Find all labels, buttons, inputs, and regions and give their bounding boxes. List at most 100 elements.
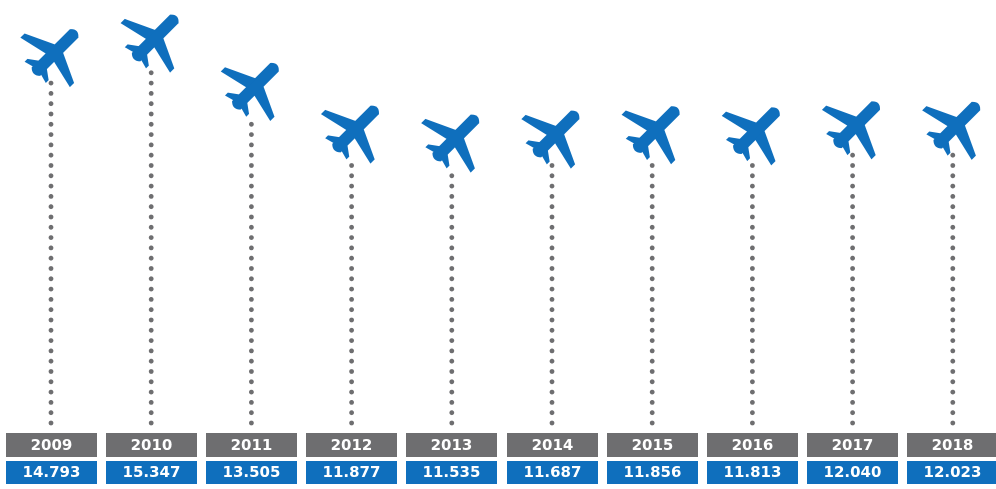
stem-dot xyxy=(950,317,956,323)
stem-dot xyxy=(349,255,354,261)
stem-dot xyxy=(850,410,855,416)
stem-dot xyxy=(649,369,655,374)
stem-dot xyxy=(850,420,855,426)
airplane-icon xyxy=(510,87,603,180)
stem-dot xyxy=(750,327,755,333)
stem-dot xyxy=(48,214,54,220)
stem-dot xyxy=(148,111,154,117)
stem-dot xyxy=(349,420,354,426)
stem-dot xyxy=(249,389,254,395)
value-label: 14.793 xyxy=(6,461,97,484)
stem-dot xyxy=(148,204,154,210)
stem-dot xyxy=(950,183,956,189)
stem-dot xyxy=(249,163,254,168)
stem-dot xyxy=(850,255,855,261)
stem-dot xyxy=(950,204,956,210)
stem-dot xyxy=(249,132,254,138)
stem-dot xyxy=(750,214,755,220)
stem-dot xyxy=(850,317,855,323)
stem-dot xyxy=(48,317,54,323)
stem-dot xyxy=(449,224,455,230)
stem-dot xyxy=(449,317,455,323)
stem-dot xyxy=(349,338,354,343)
stem-dot xyxy=(850,266,855,271)
value-label: 11.813 xyxy=(707,461,798,484)
stem-dot xyxy=(148,91,154,96)
stem-dot xyxy=(850,348,855,354)
stem-dot xyxy=(549,358,555,364)
stem-dot xyxy=(148,420,154,426)
stem-dot xyxy=(750,235,755,241)
stem-dot xyxy=(750,286,755,292)
stem-dot xyxy=(148,101,154,107)
stem-dot xyxy=(649,255,655,261)
dotted-stem-2017 xyxy=(850,152,855,426)
stem-dot xyxy=(148,245,154,251)
stem-dot xyxy=(649,266,655,271)
value-label: 11.535 xyxy=(406,461,497,484)
stem-dot xyxy=(649,307,655,313)
stem-dot xyxy=(349,410,354,416)
stem-dot xyxy=(148,348,154,354)
stem-dot xyxy=(148,389,154,395)
year-label: 2017 xyxy=(807,433,898,457)
stem-dot xyxy=(249,338,254,343)
stem-dot xyxy=(950,297,956,302)
value-label: 11.856 xyxy=(607,461,698,484)
value-label: 12.023 xyxy=(907,461,996,484)
stem-dot xyxy=(249,214,254,220)
stem-dot xyxy=(549,420,555,426)
stem-dot xyxy=(950,379,956,385)
stem-dot xyxy=(649,163,655,168)
stem-dot xyxy=(750,307,755,313)
stem-dot xyxy=(48,235,54,241)
stem-dot xyxy=(249,307,254,313)
stem-dot xyxy=(850,358,855,364)
stem-dot xyxy=(48,204,54,210)
stem-dot xyxy=(148,235,154,241)
stem-dot xyxy=(449,410,455,416)
stem-dot xyxy=(148,163,154,168)
stem-dot xyxy=(549,245,555,251)
stem-dot xyxy=(48,379,54,385)
stem-dot xyxy=(148,255,154,261)
stem-dot xyxy=(750,194,755,199)
stem-dot xyxy=(549,327,555,333)
stem-dot xyxy=(750,348,755,354)
stem-dot xyxy=(48,297,54,302)
stem-dot xyxy=(48,266,54,271)
stem-dot xyxy=(850,297,855,302)
stem-dot xyxy=(349,348,354,354)
stem-dot xyxy=(48,173,54,179)
stem-dot xyxy=(48,369,54,374)
stem-dot xyxy=(48,276,54,282)
stem-dot xyxy=(750,266,755,271)
stem-dot xyxy=(950,224,956,230)
stem-dot xyxy=(649,317,655,323)
stem-dot xyxy=(750,338,755,343)
stem-dot xyxy=(750,358,755,364)
stem-dot xyxy=(950,410,956,416)
stem-dot xyxy=(48,183,54,189)
stem-dot xyxy=(850,389,855,395)
stem-dot xyxy=(950,307,956,313)
stem-dot xyxy=(750,183,755,189)
stem-dot xyxy=(850,194,855,199)
stem-dot xyxy=(148,214,154,220)
stem-dot xyxy=(549,276,555,282)
stem-dot xyxy=(249,327,254,333)
stem-dot xyxy=(349,266,354,271)
stem-dot xyxy=(148,183,154,189)
stem-dot xyxy=(750,173,755,179)
stem-dot xyxy=(750,410,755,416)
stem-dot xyxy=(549,369,555,374)
year-label: 2014 xyxy=(507,433,598,457)
stem-dot xyxy=(950,348,956,354)
year-label: 2009 xyxy=(6,433,97,457)
stem-dot xyxy=(549,204,555,210)
stem-dot xyxy=(249,204,254,210)
stem-dot xyxy=(750,276,755,282)
stem-dot xyxy=(950,266,956,271)
stem-dot xyxy=(148,224,154,230)
stem-dot xyxy=(249,379,254,385)
